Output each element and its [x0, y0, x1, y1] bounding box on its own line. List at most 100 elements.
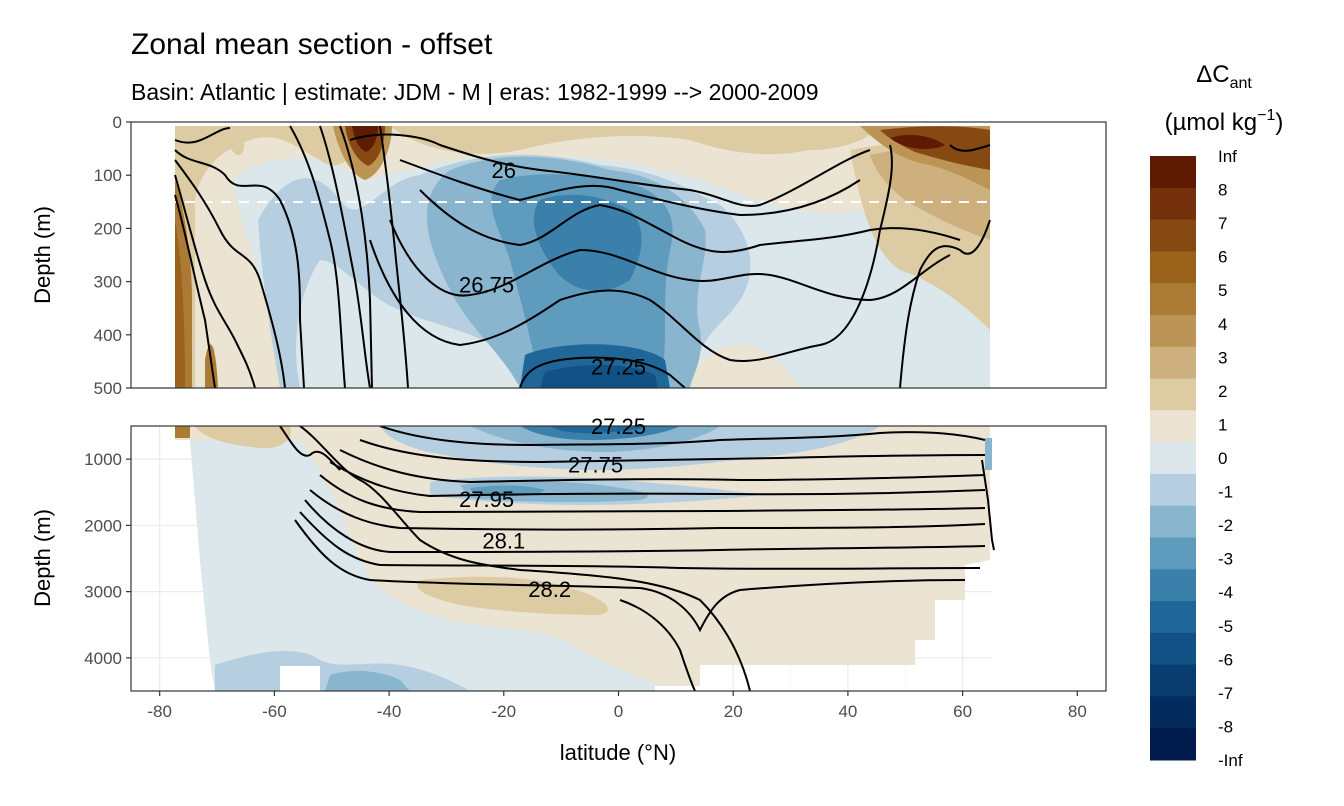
legend-label: -1: [1218, 483, 1233, 502]
contour-upper-26a: [349, 133, 871, 207]
contour-label: 28.2: [528, 577, 571, 602]
contour-lower-27-5: [359, 439, 986, 464]
field-lower-white-east: [992, 426, 1106, 691]
legend-label: -2: [1218, 516, 1233, 535]
contour-label: 27.25: [591, 355, 646, 380]
legend-swatch: [1150, 410, 1196, 443]
x-axis-label: latitude (°N): [560, 740, 676, 765]
panel-lower: 1000 2000 3000 4000 -80 -60 -40 -20 0 20 40 60 80: [84, 425, 1107, 721]
field-lower-blue-east: [985, 438, 992, 470]
contour-upper-27-25: [519, 356, 686, 388]
contour-lower-28-2: [294, 519, 966, 633]
field-upper-top-white: [131, 122, 1106, 126]
contour-lower-27-25: [379, 426, 986, 447]
contour-lower-east: [981, 459, 995, 551]
x-ticks: -80 -60 -40 -20 0 20 40 60 80: [147, 691, 1087, 721]
panel-upper: 0 100 200 300 400 500: [94, 113, 1107, 398]
legend-label: -8: [1218, 717, 1233, 736]
legend-label: 0: [1218, 449, 1227, 468]
legend-label: -6: [1218, 650, 1233, 669]
field-lower-blue-top-4: [550, 426, 650, 434]
y-tick-label-upper: 400: [94, 326, 122, 345]
legend-swatch: [1150, 219, 1196, 252]
field-lower-blue-deep: [215, 650, 470, 691]
legend-title-sub: ant: [1230, 75, 1253, 92]
legend-unit-main: (µmol kg: [1165, 109, 1258, 136]
field-upper-dark-west: [175, 220, 185, 388]
legend-swatch: [1150, 601, 1196, 634]
contour-upper-26-5: [419, 189, 961, 253]
legend-unit-sup: −1: [1257, 107, 1275, 124]
x-tick-label: -60: [262, 702, 287, 721]
contour-label: 28.1: [482, 529, 525, 554]
legend-label: 4: [1218, 315, 1227, 334]
contour-upper-7: [319, 125, 371, 388]
contour-lower-28-15: [299, 511, 981, 570]
contour-label: 26.75: [459, 272, 514, 297]
y-tick-label-lower: 1000: [84, 450, 122, 469]
y-ticks-lower: 1000 2000 3000 4000: [84, 450, 131, 668]
contour-upper-26b: [399, 159, 861, 217]
y-tick-label-lower: 3000: [84, 583, 122, 602]
legend-title-main: ΔC: [1196, 61, 1229, 88]
legend-swatch: [1150, 632, 1196, 666]
legend-swatch: [1150, 696, 1196, 729]
y-tick-label-upper: 100: [94, 166, 122, 185]
contour-label: 27.75: [568, 452, 623, 477]
contour-upper-9: [379, 125, 409, 388]
legend-label: 6: [1218, 248, 1227, 267]
chart-subtitle: Basin: Atlantic | estimate: JDM - M | er…: [131, 79, 819, 105]
legend-label: 2: [1218, 382, 1227, 401]
contour-upper-1: [174, 127, 231, 144]
legend-label: 3: [1218, 348, 1227, 367]
x-tick-label: 60: [953, 702, 972, 721]
contour-upper-3: [174, 159, 286, 388]
y-tick-label-upper: 300: [94, 273, 122, 292]
x-tick-label: -40: [377, 702, 402, 721]
field-upper-deep-blue-4: [540, 364, 658, 388]
panel-upper-border: [130, 121, 1107, 389]
contour-lower-deep: [619, 599, 696, 691]
legend-label: 7: [1218, 214, 1227, 233]
field-lower-white-notch: [280, 666, 320, 691]
legend-unit: (µmol kg−1): [1165, 107, 1284, 136]
field-lower-brown-corner: [175, 426, 190, 438]
contour-upper-2: [174, 149, 305, 388]
chart-title: Zonal mean section - offset: [131, 28, 493, 61]
legend-swatch: [1150, 187, 1196, 221]
x-tick-label: -20: [492, 702, 517, 721]
contour-upper-26-75: [389, 219, 951, 302]
legend-swatch: [1150, 728, 1196, 761]
contours-lower: [279, 426, 995, 691]
field-lower-tan-top: [195, 426, 291, 449]
y-tick-label-upper: 500: [94, 379, 122, 398]
x-tick-label: 80: [1068, 702, 1087, 721]
x-tick-label: 20: [724, 702, 743, 721]
panel-lower-field: [175, 426, 1106, 691]
y-tick-label-lower: 2000: [84, 516, 122, 535]
contour-lower-28-1: [304, 499, 986, 554]
legend-unit-close: ): [1275, 109, 1283, 136]
legend-swatch: [1150, 251, 1196, 284]
field-lower-white-notch-2: [655, 686, 700, 691]
field-lower-blue-deep-2: [325, 670, 410, 691]
legend-label: 5: [1218, 281, 1227, 300]
legend-label: -Inf: [1218, 751, 1243, 770]
field-upper-west-white: [131, 122, 175, 388]
field-lower-light-blue-west: [190, 440, 670, 691]
legend-swatch: [1150, 664, 1196, 697]
contour-label: 26: [492, 158, 516, 183]
legend-label: 8: [1218, 181, 1227, 200]
x-tick-label: -80: [147, 702, 172, 721]
legend-swatch: [1150, 473, 1196, 507]
contour-upper-5: [174, 194, 216, 388]
contour-label: 27.95: [459, 487, 514, 512]
legend-label: 1: [1218, 415, 1227, 434]
contour-upper-27: [369, 144, 893, 362]
contour-lower-27-85: [329, 461, 986, 498]
field-upper-tan-top: [390, 126, 880, 155]
x-tick-label: 40: [838, 702, 857, 721]
y-tick-label-lower: 4000: [84, 649, 122, 668]
y-tick-label-upper: 200: [94, 219, 122, 238]
